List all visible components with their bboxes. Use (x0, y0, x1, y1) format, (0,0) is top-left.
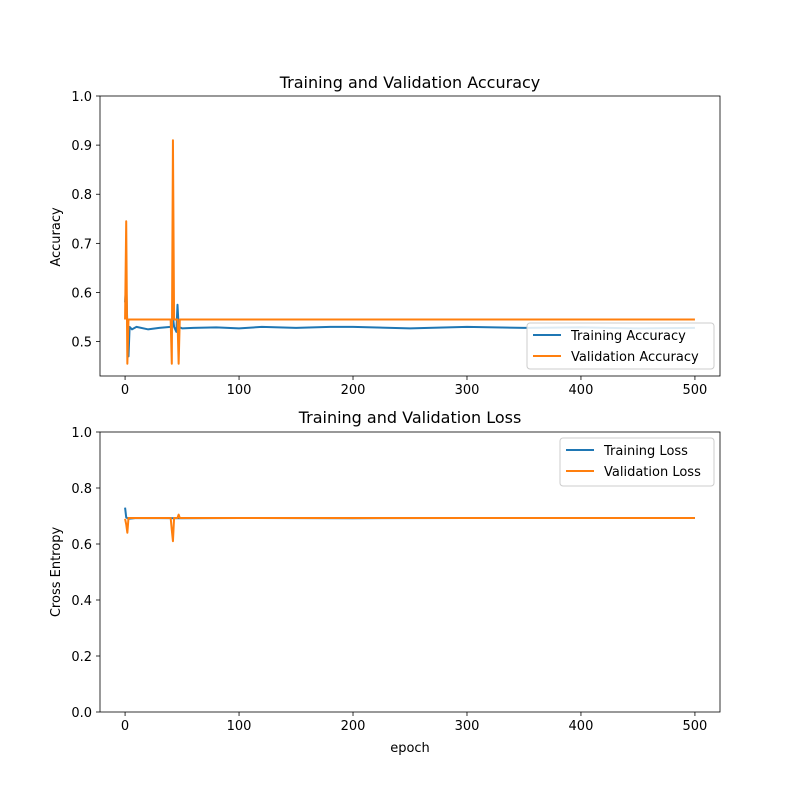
accuracy-y-tick-label: 0.9 (71, 139, 92, 154)
accuracy-legend-training-label: Training Accuracy (570, 329, 686, 344)
accuracy-y-axis-label: Accuracy (49, 207, 64, 267)
loss-validation-line (124, 513, 695, 543)
loss-y-tick-label: 0.8 (71, 482, 92, 497)
loss-y-tick-label: 0.0 (71, 706, 92, 721)
loss-x-axis-label: epoch (390, 741, 430, 756)
loss-x-tick-label: 100 (227, 719, 252, 734)
accuracy-y-tick-label: 0.6 (71, 286, 92, 301)
loss-x-tick-label: 400 (569, 719, 594, 734)
loss-x-tick-label: 300 (455, 719, 480, 734)
accuracy-axes-frame (99, 95, 721, 377)
loss-legend: Training Loss Validation Loss (559, 437, 715, 487)
accuracy-legend: Training Accuracy Validation Accuracy (526, 322, 715, 370)
loss-ticks: 0 100 200 300 400 500 0.0 0.2 0.4 0.6 0.8 1.0 (71, 426, 707, 734)
accuracy-y-tick-label: 0.7 (71, 237, 92, 252)
accuracy-series-lines (124, 139, 695, 365)
accuracy-x-tick-label: 0 (121, 383, 129, 398)
loss-y-tick-label: 0.6 (71, 538, 92, 553)
accuracy-x-tick-label: 100 (227, 383, 252, 398)
loss-y-tick-label: 1.0 (71, 426, 92, 441)
accuracy-x-tick-label: 200 (341, 383, 366, 398)
accuracy-chart-title: Training and Validation Accuracy (279, 73, 541, 92)
accuracy-validation-line (124, 139, 695, 365)
accuracy-x-tick-label: 300 (455, 383, 480, 398)
loss-x-tick-label: 200 (341, 719, 366, 734)
loss-y-tick-label: 0.4 (71, 594, 92, 609)
accuracy-x-tick-label: 500 (683, 383, 708, 398)
loss-chart-title: Training and Validation Loss (298, 408, 522, 427)
loss-y-axis-label: Cross Entropy (49, 527, 64, 618)
loss-y-tick-label: 0.2 (71, 650, 92, 665)
loss-subplot: Training and Validation Loss Cross Entro… (49, 408, 721, 756)
accuracy-legend-validation-label: Validation Accuracy (571, 350, 699, 365)
accuracy-ticks: 0 100 200 300 400 500 0.5 0.6 0.7 0.8 0.9 1.0 (71, 90, 707, 398)
loss-x-tick-label: 500 (683, 719, 708, 734)
loss-legend-validation-label: Validation Loss (604, 465, 701, 480)
accuracy-y-tick-label: 0.5 (71, 336, 92, 351)
accuracy-y-tick-label: 1.0 (71, 90, 92, 105)
accuracy-x-tick-label: 400 (569, 383, 594, 398)
loss-series-lines (124, 507, 695, 543)
accuracy-subplot: Training and Validation Accuracy Accurac… (49, 73, 721, 398)
loss-legend-box (559, 437, 715, 487)
loss-legend-training-label: Training Loss (603, 444, 688, 459)
loss-x-tick-label: 0 (121, 719, 129, 734)
accuracy-y-tick-label: 0.8 (71, 188, 92, 203)
accuracy-legend-box (526, 322, 715, 370)
loss-axes-frame (99, 431, 721, 713)
